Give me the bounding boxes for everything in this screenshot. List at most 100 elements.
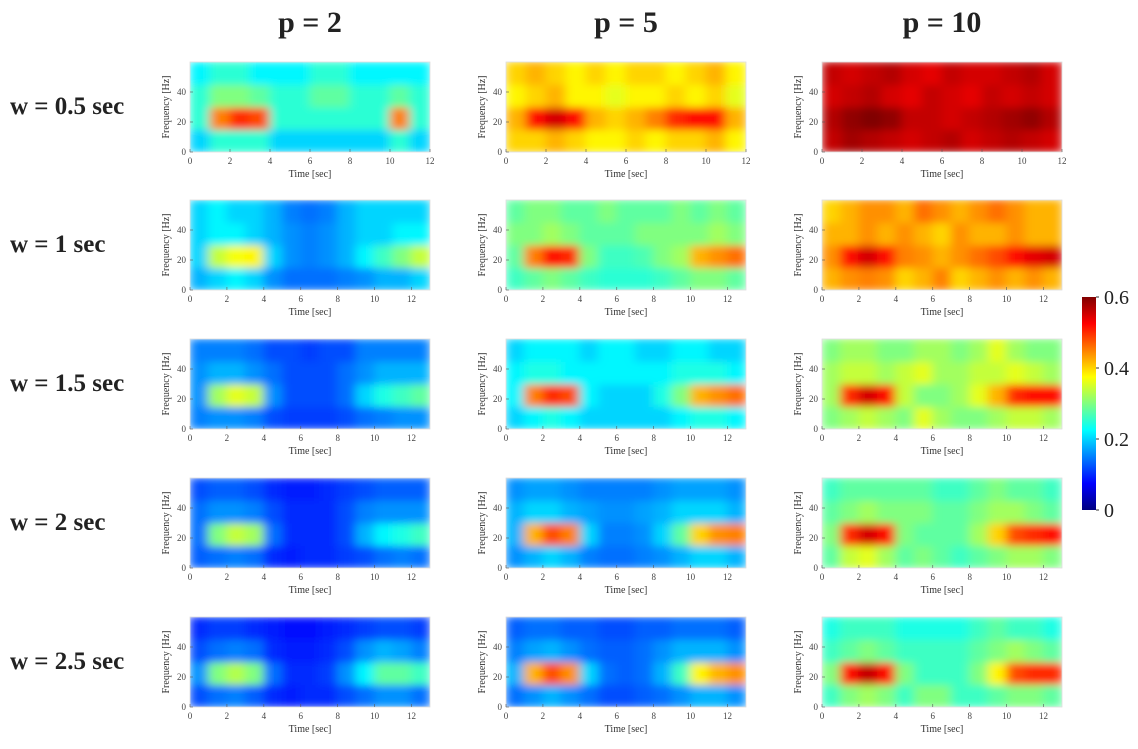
heatmap	[822, 478, 1062, 568]
cell	[969, 200, 989, 223]
cell	[229, 84, 251, 108]
cell	[671, 522, 692, 546]
x-tick-label: 4	[578, 572, 583, 582]
cell	[318, 522, 339, 546]
cell	[309, 129, 331, 152]
cell	[685, 84, 707, 108]
cell	[1041, 84, 1062, 108]
x-tick-label: 10	[686, 294, 696, 304]
cell	[634, 500, 655, 524]
cell	[190, 478, 209, 501]
cell	[969, 361, 989, 385]
cell	[987, 639, 1008, 663]
cell	[506, 339, 525, 362]
cell	[281, 684, 302, 707]
cell	[318, 500, 339, 524]
cell	[355, 478, 376, 501]
cell	[1001, 129, 1023, 152]
cell	[822, 200, 841, 223]
cell	[895, 478, 915, 501]
cell	[634, 545, 655, 568]
cell	[708, 639, 729, 663]
cell	[653, 267, 673, 290]
cell	[542, 339, 562, 362]
cell	[329, 84, 351, 108]
cell	[708, 522, 729, 546]
cell	[822, 244, 841, 268]
cell	[987, 545, 1008, 568]
cell	[269, 129, 291, 152]
cell	[1024, 383, 1045, 407]
cell	[1024, 639, 1045, 663]
cell	[895, 222, 915, 246]
x-tick-label: 6	[624, 156, 629, 166]
cell	[1024, 684, 1045, 707]
cell	[244, 267, 265, 290]
cell	[523, 661, 544, 685]
cell	[950, 500, 971, 524]
y-axis-label: Frequency [Hz]	[477, 352, 488, 415]
x-tick-label: 0	[820, 711, 825, 721]
x-tick-label: 0	[504, 572, 509, 582]
cell	[263, 244, 283, 268]
cell	[653, 339, 673, 362]
x-tick-label: 10	[1002, 572, 1012, 582]
x-tick-label: 2	[857, 433, 862, 443]
cell	[858, 244, 878, 268]
y-axis-label: Frequency [Hz]	[477, 75, 488, 138]
cell	[318, 244, 339, 268]
cell	[263, 222, 283, 246]
cell	[690, 361, 710, 385]
cell	[690, 545, 710, 568]
x-tick-label: 10	[1002, 433, 1012, 443]
x-tick-label: 12	[407, 572, 416, 582]
cell	[289, 62, 311, 85]
y-axis-label: Frequency [Hz]	[793, 630, 804, 693]
cell	[1043, 200, 1062, 223]
x-tick-label: 6	[615, 433, 620, 443]
cell	[1021, 129, 1043, 152]
cell	[226, 684, 246, 707]
cell	[1006, 361, 1026, 385]
x-tick-label: 12	[407, 294, 416, 304]
cell	[987, 522, 1008, 546]
cell	[861, 84, 883, 108]
cell	[263, 661, 283, 685]
cell	[337, 222, 357, 246]
cell	[523, 478, 544, 501]
cell	[560, 500, 581, 524]
cell	[653, 200, 673, 223]
cell	[597, 267, 618, 290]
cell	[374, 545, 394, 568]
cell	[318, 406, 339, 429]
cell	[625, 84, 647, 108]
cell	[876, 244, 897, 268]
cell	[858, 500, 878, 524]
cell	[411, 406, 430, 429]
cell	[411, 522, 430, 546]
cell	[190, 406, 209, 429]
x-tick-label: 6	[931, 572, 936, 582]
cell	[727, 545, 746, 568]
cell	[579, 478, 599, 501]
cell	[374, 617, 394, 640]
cell	[616, 383, 636, 407]
cell	[653, 244, 673, 268]
cell	[337, 361, 357, 385]
cell	[374, 222, 394, 246]
x-tick-label: 6	[299, 433, 304, 443]
cell	[318, 267, 339, 290]
y-tick-label: 40	[177, 642, 187, 652]
cell	[560, 200, 581, 223]
cell	[1006, 639, 1026, 663]
cell	[822, 684, 841, 707]
cell	[190, 339, 209, 362]
cell	[597, 617, 618, 640]
cell	[881, 106, 903, 130]
y-tick-label: 40	[493, 364, 503, 374]
cell	[727, 661, 746, 685]
cell	[525, 62, 547, 85]
cell	[269, 84, 291, 108]
cell	[506, 200, 525, 223]
cell	[300, 361, 320, 385]
